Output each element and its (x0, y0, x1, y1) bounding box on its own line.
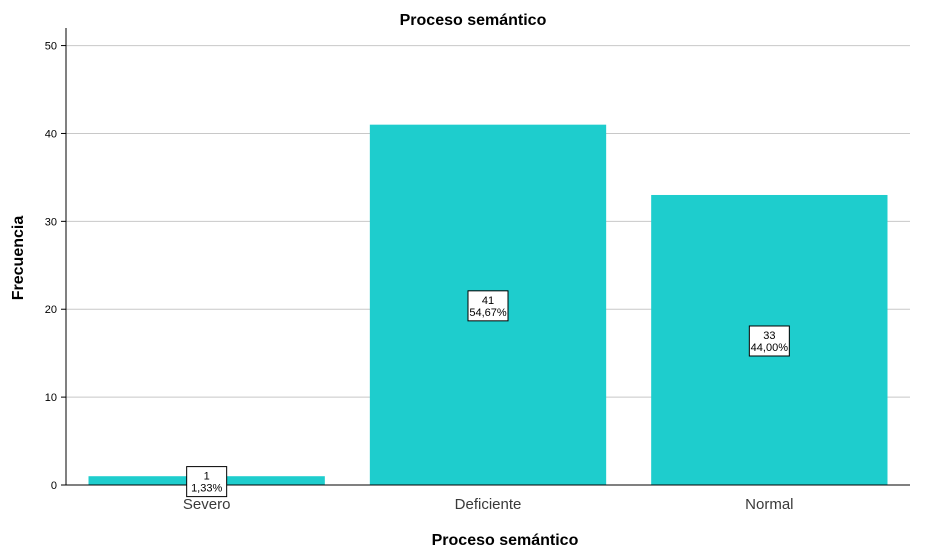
data-label-count: 1 (204, 471, 210, 483)
data-label-percent: 1,33% (191, 483, 222, 495)
data-label-percent: 54,67% (469, 307, 507, 319)
y-axis-title: Frecuencia (10, 216, 27, 301)
y-tick-label: 40 (45, 128, 57, 140)
data-label-box (186, 466, 228, 498)
y-axis-ticks: 0 10 20 30 40 50 (45, 41, 66, 492)
chart-title: Proceso semántico (400, 12, 547, 29)
x-axis-title: Proceso semántico (432, 532, 579, 549)
data-label-count: 33 (763, 330, 775, 342)
y-tick-label: 10 (45, 392, 57, 404)
data-label-box (467, 290, 509, 322)
data-label-count: 41 (482, 295, 494, 307)
y-tick-label: 20 (45, 304, 57, 316)
x-tick-label: Deficiente (455, 496, 522, 513)
data-label-box (748, 325, 790, 357)
y-tick-label: 50 (45, 41, 57, 53)
x-axis-ticks: Severo Deficiente Normal (183, 496, 794, 513)
x-tick-label: Normal (745, 496, 793, 513)
y-tick-label: 30 (45, 216, 57, 228)
x-tick-label: Severo (183, 496, 231, 513)
data-label-percent: 44,00% (751, 342, 789, 354)
y-tick-label: 0 (51, 480, 57, 492)
